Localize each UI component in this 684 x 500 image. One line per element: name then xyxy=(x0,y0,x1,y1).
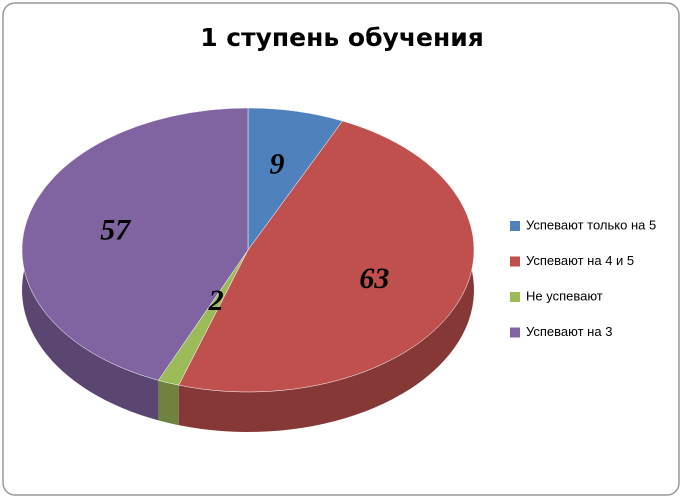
slice xyxy=(178,120,475,393)
legend-swatch xyxy=(510,292,520,302)
data-label: 57 xyxy=(100,214,131,247)
legend-label: Успевают на 4 и 5 xyxy=(526,253,634,268)
legend-swatch xyxy=(510,327,520,338)
legend-swatch xyxy=(510,256,520,267)
slice-side xyxy=(178,121,474,432)
chart-title: 1 ступень обучения xyxy=(200,23,484,52)
legend-label: Успевают на 3 xyxy=(526,324,612,339)
data-label: 9 xyxy=(270,148,285,181)
data-label: 63 xyxy=(359,262,389,295)
legend-label: Успевают только на 5 xyxy=(526,217,656,232)
data-label: 2 xyxy=(208,284,224,317)
legend-label: Не успевают xyxy=(526,288,603,303)
legend-swatch xyxy=(510,221,520,231)
slice-side xyxy=(158,380,179,426)
slice xyxy=(21,107,249,381)
